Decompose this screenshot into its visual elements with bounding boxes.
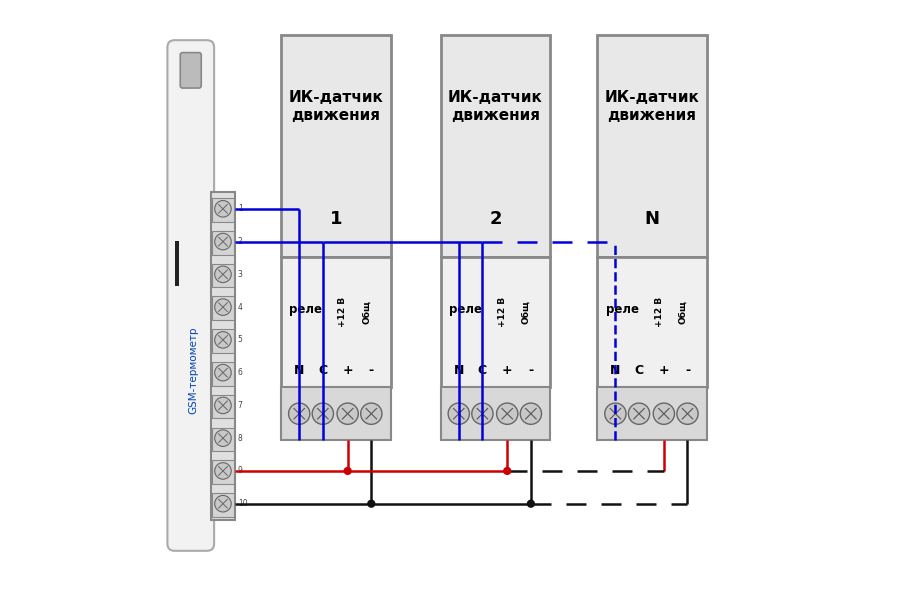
Text: N: N xyxy=(644,210,660,228)
Circle shape xyxy=(215,463,231,479)
Bar xyxy=(441,35,550,257)
Text: 1: 1 xyxy=(238,204,242,213)
Text: N: N xyxy=(294,364,304,377)
Text: +12 В: +12 В xyxy=(654,297,664,327)
Bar xyxy=(441,387,550,440)
Text: 5: 5 xyxy=(238,335,242,345)
Bar xyxy=(598,387,707,440)
Bar xyxy=(212,264,234,287)
Bar xyxy=(175,241,179,285)
Circle shape xyxy=(215,233,231,250)
Text: 2: 2 xyxy=(489,210,502,228)
Text: GSM-термометр: GSM-термометр xyxy=(188,326,198,414)
Text: 4: 4 xyxy=(238,303,242,311)
Text: +: + xyxy=(659,364,669,377)
Circle shape xyxy=(677,403,698,424)
Text: ИК-датчик
движения: ИК-датчик движения xyxy=(605,90,699,122)
Text: 1: 1 xyxy=(330,210,342,228)
Bar xyxy=(212,362,234,386)
Text: 8: 8 xyxy=(238,434,242,443)
Circle shape xyxy=(215,299,231,316)
Circle shape xyxy=(629,403,650,424)
Text: +12 В: +12 В xyxy=(338,297,347,327)
Text: N: N xyxy=(611,364,621,377)
Bar xyxy=(212,460,234,484)
Text: C: C xyxy=(634,364,643,377)
Circle shape xyxy=(215,495,231,512)
Circle shape xyxy=(215,332,231,348)
Circle shape xyxy=(605,403,626,424)
Circle shape xyxy=(367,499,376,508)
Bar xyxy=(212,427,234,451)
Text: Общ: Общ xyxy=(678,300,687,324)
Text: +: + xyxy=(502,364,513,377)
Circle shape xyxy=(526,499,535,508)
Circle shape xyxy=(344,467,352,475)
Text: C: C xyxy=(478,364,487,377)
Bar xyxy=(212,198,234,222)
Bar xyxy=(212,231,234,255)
Bar xyxy=(441,257,550,387)
Text: ИК-датчик
движения: ИК-датчик движения xyxy=(448,90,543,122)
Circle shape xyxy=(654,403,675,424)
Bar xyxy=(212,297,234,320)
Bar xyxy=(598,257,707,387)
Bar xyxy=(212,395,234,418)
Text: реле: реле xyxy=(449,303,482,316)
Circle shape xyxy=(215,397,231,414)
FancyBboxPatch shape xyxy=(167,40,214,551)
Text: 9: 9 xyxy=(238,466,242,475)
Text: -: - xyxy=(368,364,374,377)
Bar xyxy=(212,493,234,517)
Bar xyxy=(282,257,390,387)
Bar xyxy=(598,35,707,257)
Circle shape xyxy=(215,430,231,446)
Text: -: - xyxy=(685,364,690,377)
Circle shape xyxy=(289,403,310,424)
Bar xyxy=(210,193,236,520)
Text: -: - xyxy=(528,364,534,377)
Circle shape xyxy=(215,266,231,282)
Text: 7: 7 xyxy=(238,401,242,410)
Bar xyxy=(282,35,390,257)
Text: C: C xyxy=(318,364,327,377)
Circle shape xyxy=(215,200,231,217)
Circle shape xyxy=(448,403,470,424)
Text: Общ: Общ xyxy=(362,300,371,324)
Circle shape xyxy=(503,467,511,475)
Bar xyxy=(212,329,234,353)
Circle shape xyxy=(313,403,334,424)
Text: N: N xyxy=(453,364,464,377)
Bar xyxy=(282,387,390,440)
Text: реле: реле xyxy=(606,303,639,316)
Circle shape xyxy=(472,403,493,424)
Text: ИК-датчик
движения: ИК-датчик движения xyxy=(289,90,383,122)
FancyBboxPatch shape xyxy=(180,53,201,88)
Circle shape xyxy=(520,403,541,424)
Text: Общ: Общ xyxy=(522,300,531,324)
Circle shape xyxy=(496,403,518,424)
Circle shape xyxy=(215,365,231,381)
Text: 2: 2 xyxy=(238,237,242,246)
Circle shape xyxy=(337,403,358,424)
Text: 10: 10 xyxy=(238,499,248,508)
Text: +: + xyxy=(343,364,353,377)
Text: +12 В: +12 В xyxy=(498,297,507,327)
Text: 3: 3 xyxy=(238,270,242,279)
Circle shape xyxy=(361,403,382,424)
Text: 6: 6 xyxy=(238,368,242,377)
Text: реле: реле xyxy=(290,303,323,316)
